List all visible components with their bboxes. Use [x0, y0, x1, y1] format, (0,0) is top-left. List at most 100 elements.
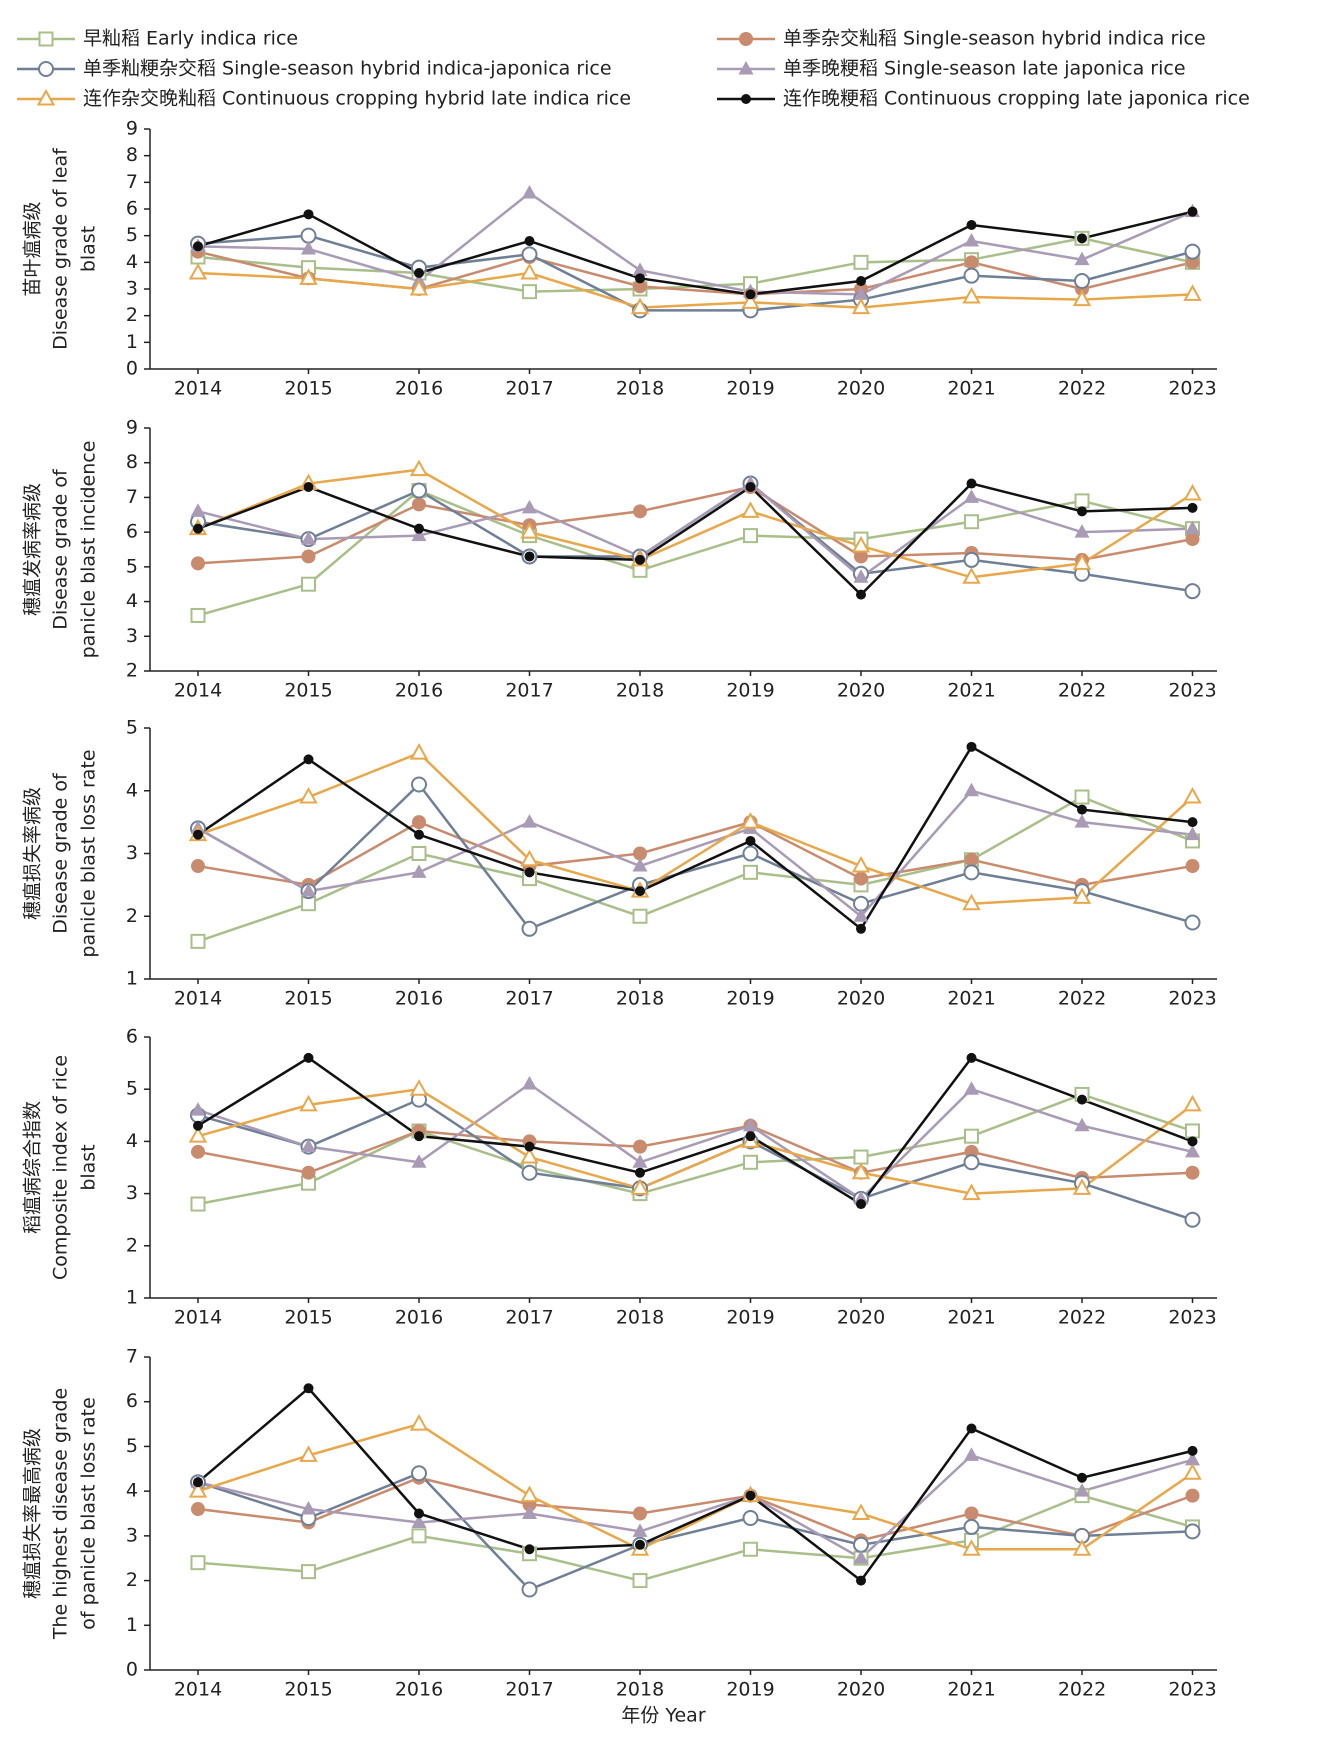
y-tick-label: 3 — [126, 842, 138, 864]
legend-label: 单季杂交籼稻 Single-season hybrid indica rice — [783, 28, 1206, 50]
y-tick-label: 5 — [126, 555, 138, 577]
x-tick-label: 2022 — [1058, 1679, 1106, 1701]
y-tick-label: 4 — [126, 779, 138, 801]
data-point — [742, 845, 759, 862]
data-point — [188, 1481, 208, 1498]
x-tick-label: 2018 — [616, 988, 664, 1010]
data-point — [635, 1539, 645, 1550]
data-point — [856, 589, 866, 600]
data-point — [412, 497, 426, 512]
data-point — [1187, 817, 1198, 828]
data-point — [1185, 859, 1200, 874]
data-point — [853, 1550, 869, 1564]
series-line — [197, 795, 1193, 943]
data-point — [191, 859, 205, 874]
data-point — [630, 297, 650, 315]
data-point — [411, 1465, 427, 1482]
x-tick-label: 2014 — [174, 988, 222, 1010]
data-point — [963, 1518, 980, 1535]
data-point — [524, 867, 535, 878]
x-tick-label: 2015 — [284, 1679, 332, 1701]
x-tick-label: 2021 — [947, 378, 995, 400]
data-point — [524, 236, 535, 246]
data-point — [191, 1144, 205, 1159]
data-point — [1074, 814, 1090, 828]
y-tick-label: 3 — [126, 278, 138, 300]
data-point — [522, 499, 537, 514]
data-point — [962, 286, 981, 304]
data-point — [630, 1178, 650, 1195]
data-point — [632, 1573, 648, 1589]
y-axis-label: Disease grade of — [50, 468, 72, 630]
y-tick-label: 2 — [126, 660, 138, 682]
y-tick-label: 4 — [126, 1480, 138, 1502]
data-point — [743, 1154, 758, 1170]
y-tick-label: 0 — [126, 1659, 138, 1681]
data-point — [745, 482, 756, 493]
data-point — [635, 886, 645, 897]
data-point — [854, 871, 868, 886]
data-point — [1077, 506, 1087, 517]
y-tick-label: 6 — [126, 198, 138, 220]
data-point — [301, 241, 316, 255]
data-point — [962, 567, 981, 584]
data-point — [1074, 1483, 1090, 1497]
data-point — [190, 1196, 206, 1212]
series-line — [197, 191, 1193, 296]
data-point — [299, 268, 318, 285]
data-point — [1184, 1523, 1201, 1540]
y-tick-label: 1 — [126, 1287, 138, 1309]
data-point — [632, 262, 648, 276]
legend-marker — [36, 88, 56, 106]
series-line — [197, 1082, 1193, 1201]
data-point — [1072, 553, 1092, 570]
y-axis-label: Disease grade of — [50, 772, 72, 934]
data-point — [853, 569, 869, 583]
data-point — [743, 864, 758, 880]
data-point — [411, 1154, 427, 1168]
data-point — [191, 556, 205, 571]
series-line — [197, 1471, 1193, 1591]
series-line — [197, 1386, 1193, 1583]
data-point — [521, 246, 538, 263]
data-point — [520, 1147, 539, 1164]
data-point — [303, 209, 314, 220]
x-tick-label: 2021 — [947, 680, 995, 702]
y-axis-label: 稻瘟病综合指数 — [22, 1101, 44, 1234]
data-point — [409, 743, 429, 760]
data-point — [1072, 887, 1092, 904]
data-point — [411, 864, 427, 878]
data-point — [414, 268, 424, 278]
data-point — [962, 893, 981, 911]
data-point — [1072, 289, 1092, 307]
series-line — [197, 1056, 1193, 1206]
data-point — [743, 528, 758, 544]
data-point — [851, 855, 871, 873]
x-tick-label: 2017 — [505, 378, 553, 400]
data-point — [411, 1528, 427, 1544]
y-tick-label: 6 — [126, 521, 138, 543]
y-tick-label: 8 — [126, 451, 138, 473]
x-tick-label: 2015 — [284, 988, 332, 1010]
data-point — [856, 923, 866, 934]
y-axis-label: blast — [78, 1144, 100, 1190]
series-line — [197, 1422, 1194, 1551]
data-point — [299, 1094, 318, 1112]
data-point — [411, 1514, 427, 1528]
data-point — [412, 815, 426, 830]
x-tick-label: 2019 — [726, 378, 774, 400]
data-point — [745, 1490, 756, 1501]
data-point — [193, 523, 203, 534]
data-point — [193, 829, 203, 840]
series-line — [197, 1476, 1193, 1542]
data-point — [964, 489, 979, 503]
data-point — [743, 1541, 758, 1557]
data-point — [300, 227, 317, 244]
x-tick-label: 2017 — [505, 680, 553, 702]
x-tick-label: 2019 — [726, 680, 774, 702]
data-point — [1185, 1123, 1200, 1139]
data-point — [742, 1509, 759, 1526]
data-point — [1185, 1143, 1200, 1158]
x-tick-label: 2020 — [837, 378, 885, 400]
x-tick-label: 2017 — [505, 1679, 553, 1701]
